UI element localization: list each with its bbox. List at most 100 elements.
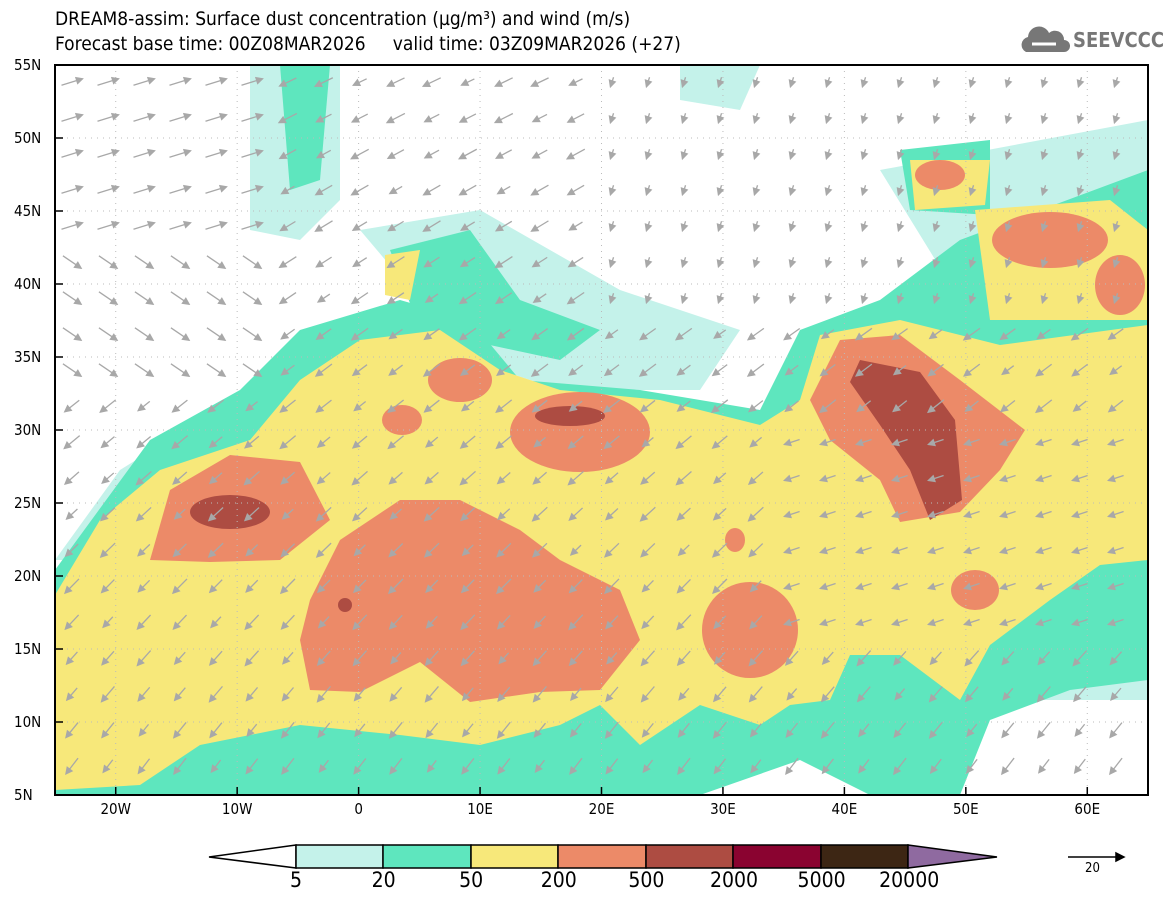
wind-arrow <box>1109 722 1123 739</box>
wind-arrow <box>784 400 799 413</box>
wind-arrow <box>65 757 79 776</box>
wind-arrow <box>1112 257 1121 269</box>
wind-arrow <box>892 400 908 413</box>
wind-arrow <box>316 685 331 703</box>
wind-arrow <box>644 257 653 269</box>
wind-arrow <box>281 508 294 520</box>
wind-arrow <box>173 757 187 775</box>
wind-arrow <box>280 364 295 376</box>
wind-arrow <box>999 438 1016 447</box>
wind-arrow <box>676 650 691 667</box>
wind-arrow <box>927 399 945 414</box>
wind-arrow <box>567 435 584 450</box>
wind-arrow <box>747 471 764 486</box>
wind-arrow <box>389 686 403 702</box>
wind-arrow <box>426 760 437 773</box>
wind-arrow <box>641 437 654 448</box>
wind-arrow <box>891 474 908 483</box>
colorbar-label: 5000 <box>797 868 846 892</box>
wind-arrow <box>495 399 513 414</box>
wind-arrow <box>208 685 223 703</box>
wind-arrow <box>208 650 223 666</box>
wind-arrow <box>821 651 834 665</box>
wind-arrow <box>608 293 617 305</box>
wind-arrow <box>824 77 833 89</box>
wind-arrow <box>461 687 474 702</box>
wind-arrow <box>137 543 151 557</box>
wind-arrow <box>315 399 332 413</box>
wind-arrow <box>353 758 367 775</box>
wind-arrow <box>896 293 905 305</box>
wind-arrow <box>316 579 331 594</box>
wind-arrow <box>98 255 119 270</box>
wind-arrow <box>786 688 798 701</box>
wind-arrow <box>640 542 656 558</box>
wind-arrow <box>385 112 406 124</box>
wind-arrow <box>856 400 872 413</box>
wind-arrow <box>496 185 511 195</box>
wind-arrow <box>280 614 295 630</box>
wind-arrow <box>568 364 584 376</box>
wind-arrow <box>927 618 944 627</box>
wind-arrow <box>241 112 264 122</box>
wind-arrow <box>97 184 120 194</box>
wind-arrow <box>1107 582 1124 591</box>
wind-arrow <box>932 293 941 305</box>
wind-arrow <box>97 76 120 86</box>
wind-arrow <box>352 614 368 631</box>
wind-arrow <box>999 618 1016 627</box>
wind-arrow <box>206 363 227 378</box>
wind-arrow <box>350 148 370 160</box>
dust-concentration-field <box>55 65 1148 795</box>
wind-arrow <box>1004 77 1013 89</box>
wind-arrow <box>860 293 869 305</box>
wind-arrow <box>352 650 367 667</box>
wind-arrow <box>568 400 583 412</box>
wind-arrow <box>531 113 548 123</box>
colorbar-label: 500 <box>628 868 665 892</box>
wind-arrow <box>173 687 186 702</box>
wind-arrow <box>855 510 872 519</box>
wind-arrow <box>171 435 189 450</box>
wind-arrow <box>100 579 115 594</box>
wind-arrow <box>568 507 584 522</box>
wind-arrow <box>855 582 872 591</box>
wind-arrow <box>824 257 833 269</box>
wind-arrow <box>280 471 296 485</box>
wind-arrow <box>497 758 511 775</box>
wind-arrow <box>459 470 476 486</box>
wind-arrow <box>784 364 799 376</box>
wind-arrow <box>172 614 188 631</box>
wind-arrow <box>644 293 653 305</box>
wind-arrow <box>241 148 264 158</box>
wind-reference-label: 20 <box>1085 861 1100 876</box>
wind-arrow <box>352 507 368 522</box>
wind-arrow <box>854 327 873 341</box>
wind-arrow <box>170 291 191 306</box>
wind-arrow <box>716 77 725 89</box>
wind-arrow <box>350 184 369 196</box>
wind-arrow <box>928 686 943 703</box>
wind-arrow <box>316 293 331 303</box>
wind-arrow <box>783 510 800 519</box>
wind-arrow <box>608 149 617 161</box>
lat-label: 10N <box>14 713 42 731</box>
wind-arrow <box>243 470 260 486</box>
wind-arrow <box>314 220 333 232</box>
wind-arrow <box>315 328 332 341</box>
wind-arrow <box>1109 757 1123 776</box>
wind-arrow <box>388 721 403 739</box>
wind-arrow <box>316 650 331 667</box>
wind-arrow <box>784 650 799 666</box>
wind-arrow <box>894 688 906 701</box>
wind-arrow <box>352 78 367 86</box>
wind-arrow <box>242 255 263 270</box>
wind-arrow <box>532 650 547 667</box>
lon-label: 10W <box>221 800 253 818</box>
wind-arrow <box>1001 365 1015 376</box>
wind-arrow <box>459 435 476 449</box>
wind-arrow <box>137 758 151 775</box>
colorbar-label: 5 <box>289 868 303 892</box>
wind-arrow <box>318 759 329 773</box>
wind-arrow <box>493 112 514 124</box>
